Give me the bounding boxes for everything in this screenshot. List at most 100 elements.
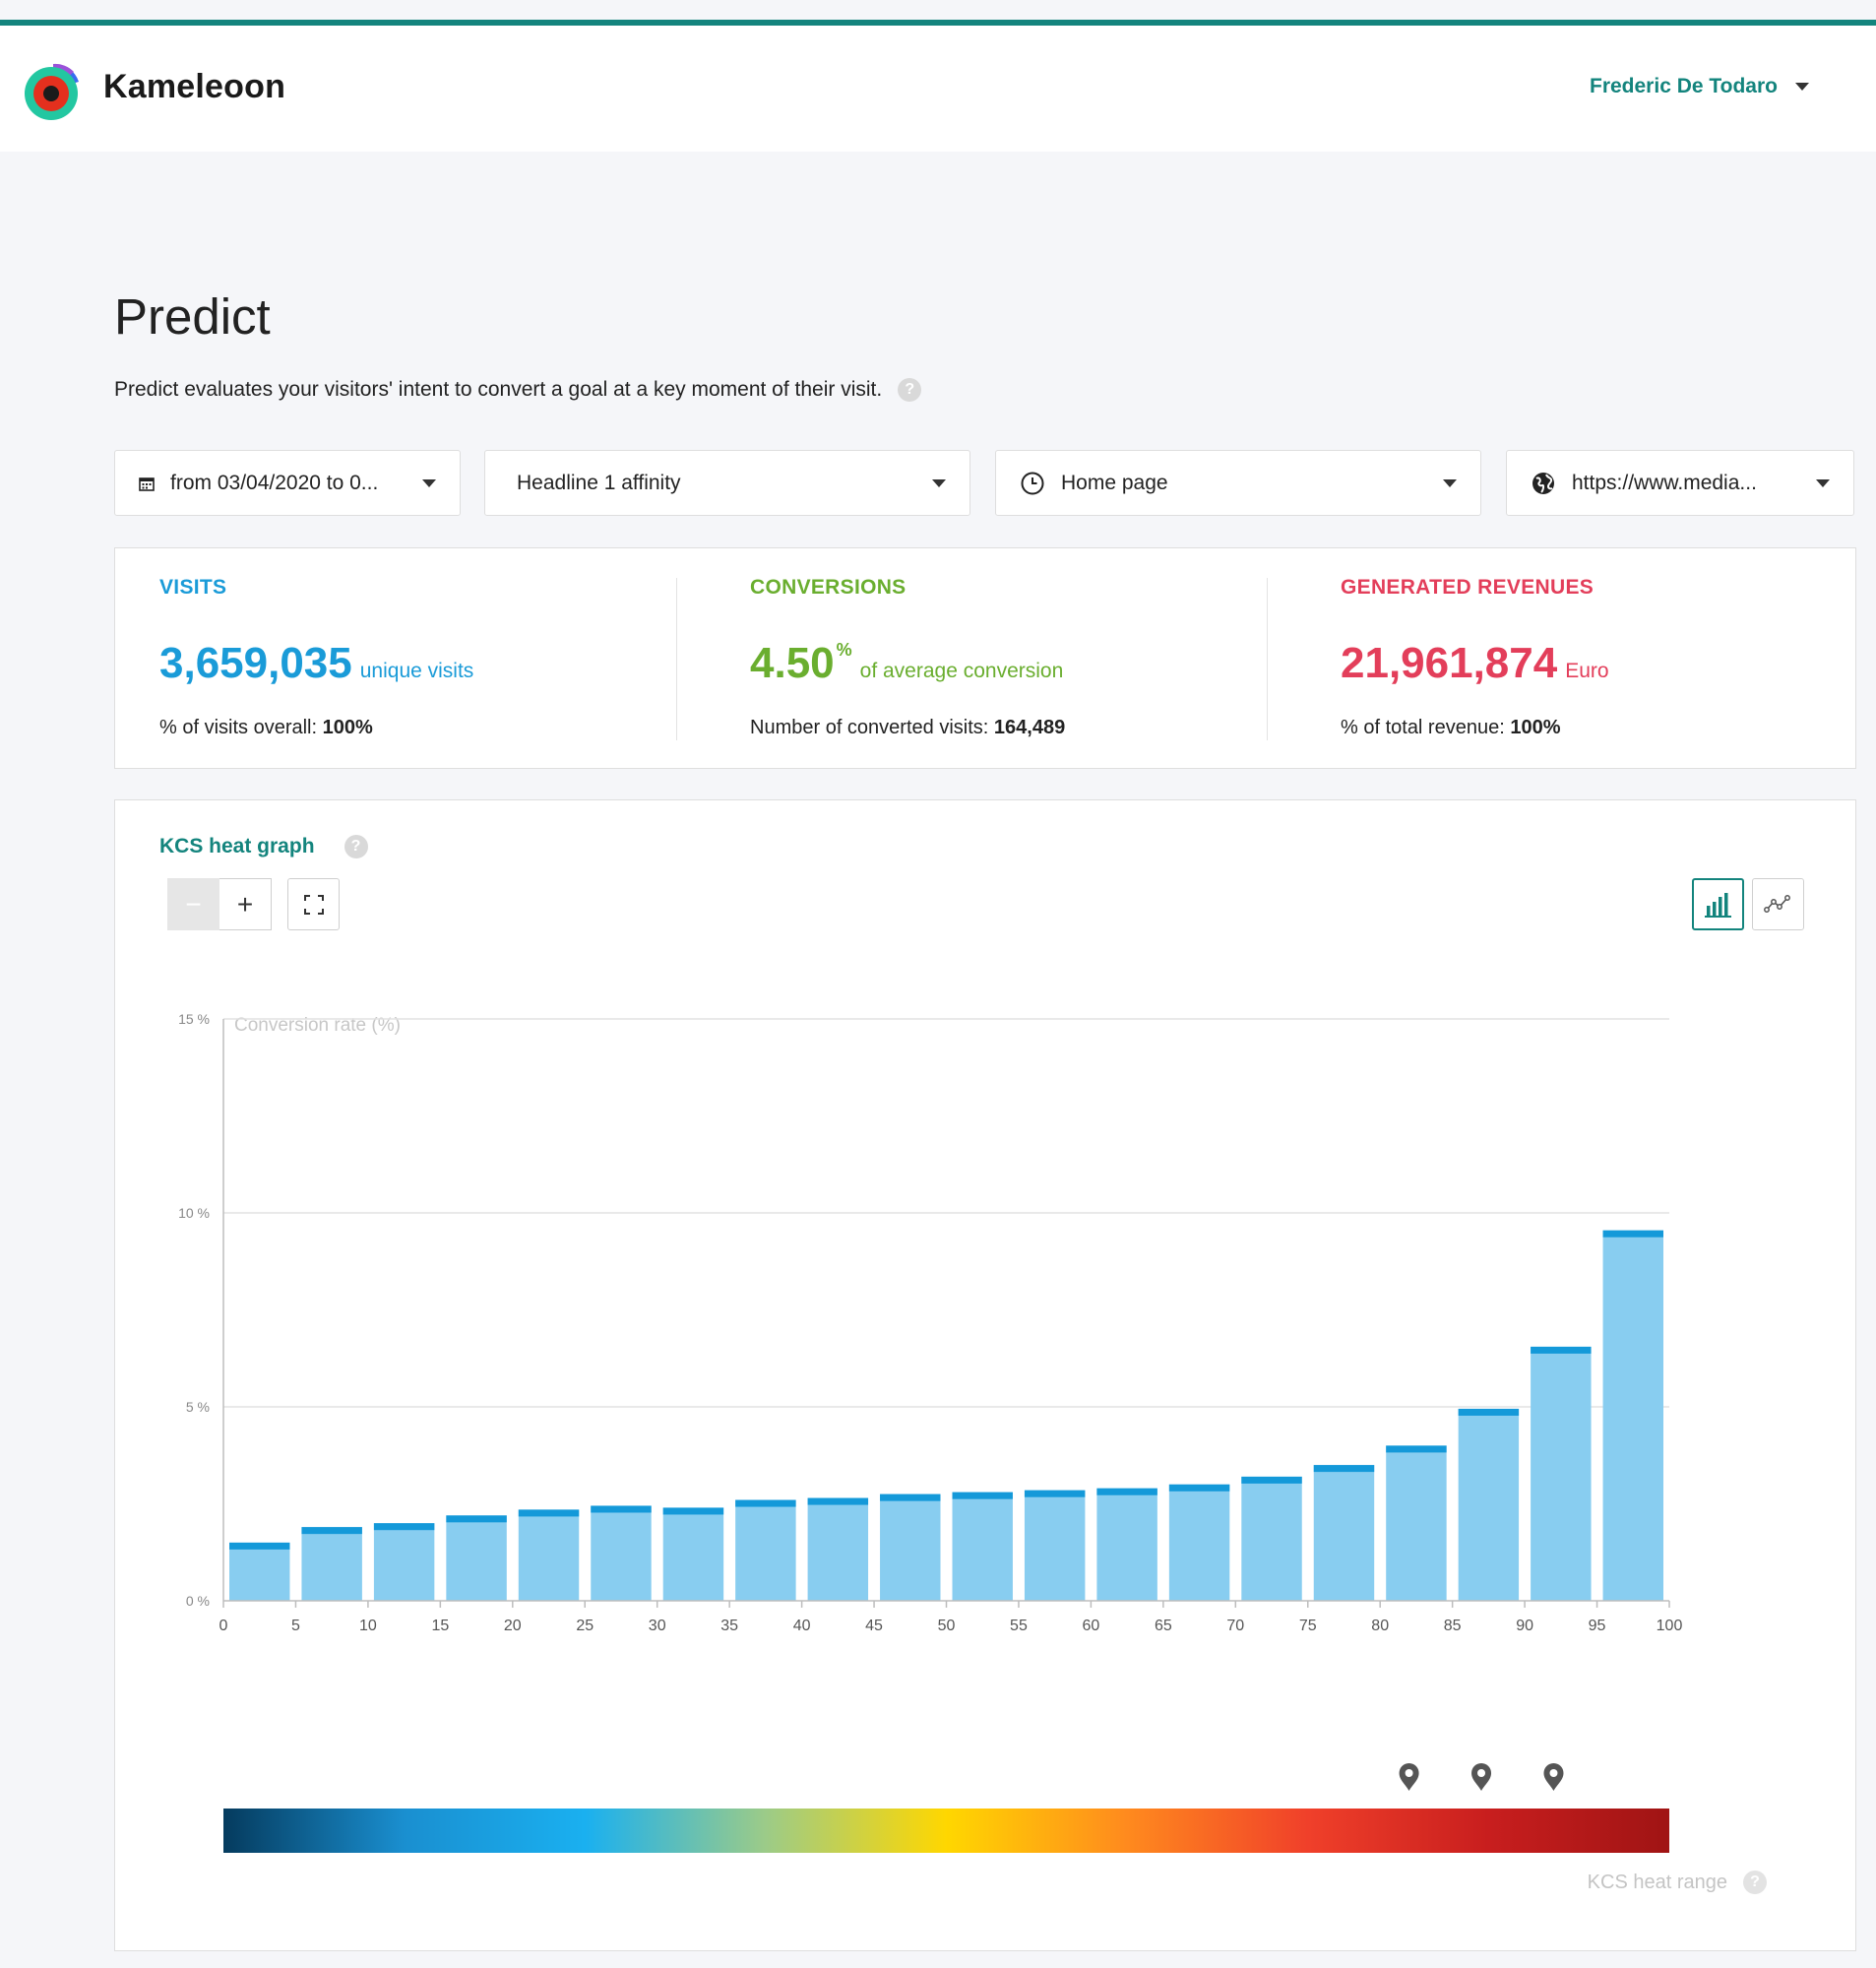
heat-range-label-row: KCS heat range ?	[1588, 1871, 1767, 1894]
kpi-sup: %	[836, 640, 852, 660]
map-pin-icon	[1471, 1763, 1492, 1791]
site-url-value: https://www.media...	[1572, 471, 1757, 494]
kpi-label: VISITS	[159, 576, 227, 599]
x-tick-label: 65	[1155, 1618, 1172, 1634]
goal-value: Headline 1 affinity	[517, 471, 681, 494]
x-tick-label: 30	[649, 1618, 666, 1634]
bar-cap	[1313, 1465, 1375, 1473]
kcs-heat-range-bar	[223, 1809, 1669, 1853]
x-tick-label: 5	[291, 1618, 300, 1634]
bar	[229, 1542, 290, 1601]
bar	[1096, 1488, 1157, 1601]
date-range-value: from 03/04/2020 to 0...	[170, 471, 379, 494]
bar	[1531, 1346, 1592, 1601]
map-pin-dot	[1549, 1769, 1558, 1777]
bar-cap	[446, 1515, 507, 1523]
zoom-controls: − +	[167, 878, 340, 930]
kpi-divider	[1267, 578, 1268, 740]
bar	[662, 1507, 724, 1601]
x-tick-label: 40	[793, 1618, 811, 1634]
kpi-value-row: 21,961,874 Euro	[1341, 639, 1609, 688]
zoom-out-button[interactable]: −	[167, 878, 219, 930]
chevron-down-icon	[1443, 478, 1457, 487]
site-url-select[interactable]: https://www.media...	[1506, 450, 1854, 516]
bar	[1602, 1230, 1663, 1601]
kpi-unit: Euro	[1565, 660, 1609, 682]
help-icon[interactable]: ?	[898, 378, 922, 402]
kpi-value-row: 3,659,035 unique visits	[159, 639, 473, 688]
minus-icon: −	[185, 888, 202, 920]
bar-cap	[735, 1499, 796, 1507]
kpi-visits: VISITS 3,659,035 unique visits % of visit…	[159, 548, 671, 768]
kpi-sub-label: Number of converted visits:	[750, 717, 989, 738]
bar	[735, 1499, 796, 1601]
chart-type-toggle	[1692, 878, 1804, 930]
kpi-sub-value: 164,489	[993, 717, 1066, 738]
kpi-value: 3,659,035	[159, 639, 352, 687]
zoom-in-button[interactable]: +	[219, 878, 272, 930]
bar-cap	[1096, 1488, 1157, 1495]
kpi-revenues: GENERATED REVENUES 21,961,874 Euro % of t…	[1341, 548, 1833, 768]
bar-cap	[952, 1492, 1013, 1499]
x-tick-label: 75	[1299, 1618, 1317, 1634]
help-icon[interactable]: ?	[344, 835, 368, 858]
key-moment-value: Home page	[1061, 471, 1168, 494]
bar-cap	[1531, 1346, 1592, 1354]
kpi-sub-value: 100%	[1510, 717, 1561, 738]
fit-screen-icon	[303, 894, 324, 915]
chevron-down-icon	[932, 478, 946, 487]
goal-select[interactable]: Headline 1 affinity	[484, 450, 970, 516]
bar-cap	[373, 1523, 435, 1531]
kpi-conversions: CONVERSIONS 4.50 % of average conversion N…	[750, 548, 1262, 768]
map-pin-dot	[1477, 1769, 1486, 1777]
x-tick-label: 20	[504, 1618, 522, 1634]
bar	[1168, 1484, 1230, 1601]
map-pin-icon	[1543, 1763, 1564, 1791]
bar	[301, 1527, 362, 1601]
help-icon[interactable]: ?	[1743, 1871, 1767, 1894]
top-header	[0, 26, 1876, 152]
bar-chart-view-button[interactable]	[1692, 878, 1744, 930]
calendar-icon	[139, 476, 155, 491]
kpi-sub: % of total revenue: 100%	[1341, 717, 1561, 739]
kpi-sub: Number of converted visits: 164,489	[750, 717, 1065, 739]
kpi-unit: unique visits	[359, 660, 474, 682]
bar	[1024, 1490, 1086, 1601]
chevron-down-icon	[422, 478, 436, 487]
bar-cap	[1241, 1476, 1302, 1484]
kpi-value-row: 4.50 % of average conversion	[750, 639, 1063, 688]
fit-screen-button[interactable]	[287, 878, 340, 930]
x-tick-label: 0	[219, 1618, 228, 1634]
kpi-value: 4.50	[750, 639, 835, 687]
page-title: Predict	[114, 288, 271, 345]
x-tick-label: 55	[1010, 1618, 1028, 1634]
y-tick-label: 10 %	[178, 1205, 210, 1221]
x-tick-label: 100	[1657, 1618, 1683, 1634]
x-tick-label: 10	[359, 1618, 377, 1634]
user-menu[interactable]: Frederic De Todaro	[1590, 75, 1809, 98]
bar	[1313, 1465, 1375, 1601]
bar-cap	[1602, 1230, 1663, 1238]
bar-cap	[229, 1542, 290, 1550]
bar-chart-icon	[1704, 892, 1731, 918]
map-pin-dot	[1405, 1769, 1413, 1777]
x-tick-label: 80	[1371, 1618, 1389, 1634]
bar	[1458, 1408, 1520, 1601]
bar	[1241, 1476, 1302, 1601]
bar	[807, 1497, 869, 1601]
x-tick-label: 90	[1516, 1618, 1533, 1634]
map-pin-icon	[1399, 1763, 1419, 1791]
bar-cap	[301, 1527, 362, 1535]
bar-cap	[1168, 1484, 1230, 1492]
clock-icon	[1020, 471, 1045, 496]
bar-cap	[880, 1493, 941, 1501]
brand-name: Kameleoon	[103, 68, 286, 105]
x-tick-label: 35	[720, 1618, 738, 1634]
kpi-label: GENERATED REVENUES	[1341, 576, 1595, 599]
line-chart-view-button[interactable]	[1752, 878, 1804, 930]
chart-title-row: KCS heat graph ?	[159, 835, 368, 858]
kpi-divider	[676, 578, 677, 740]
y-axis-title: Conversion rate (%)	[234, 1015, 401, 1036]
date-range-select[interactable]: from 03/04/2020 to 0...	[114, 450, 461, 516]
key-moment-select[interactable]: Home page	[995, 450, 1481, 516]
